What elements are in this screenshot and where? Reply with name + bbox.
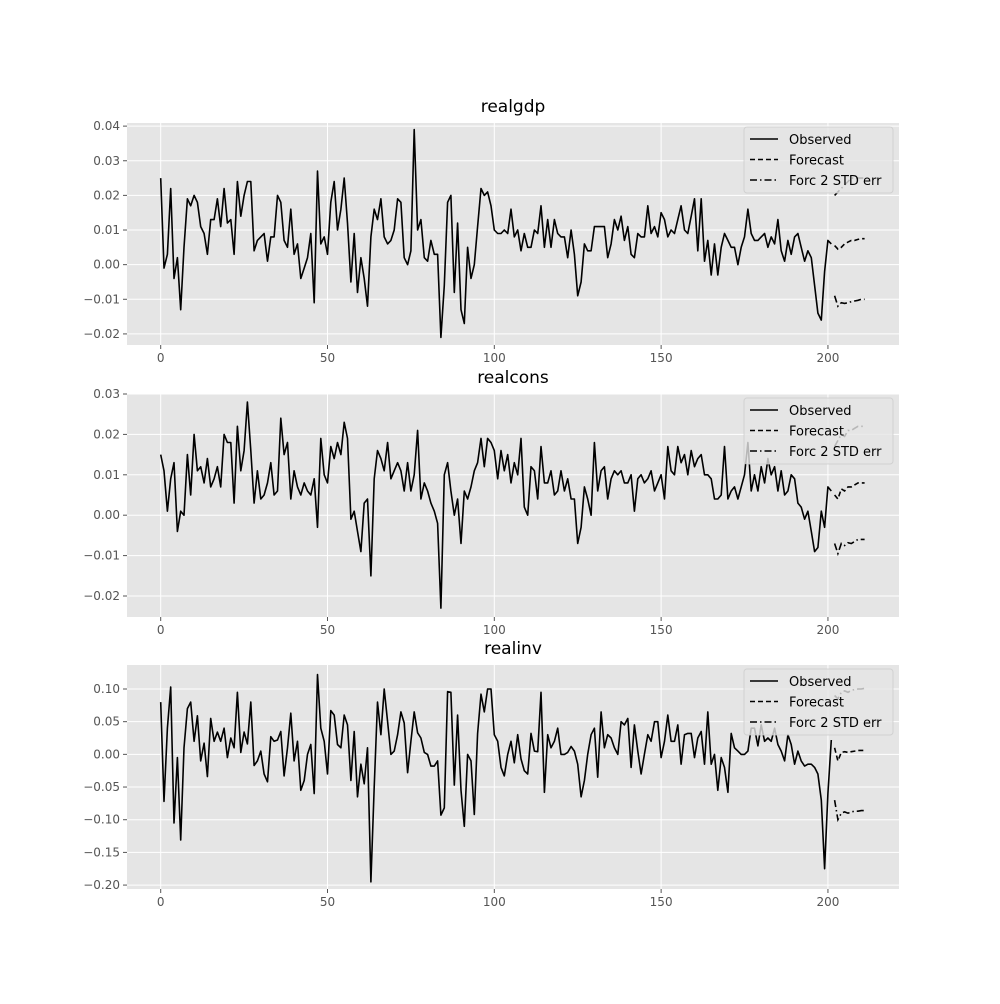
legend-observed-label: Observed (789, 133, 852, 148)
x-tick-label: 150 (650, 895, 673, 909)
x-tick-label: 0 (157, 351, 165, 365)
y-tick-label: 0.05 (93, 715, 120, 729)
x-tick-label: 100 (483, 351, 506, 365)
legend-box (743, 668, 894, 736)
legend-std-err-label: Forc 2 STD err (789, 174, 882, 189)
legend-forecast-label: Forecast (789, 696, 844, 711)
y-tick-label: 0.01 (93, 468, 120, 482)
x-tick-label: 0 (157, 895, 165, 909)
lower-2std-line (833, 295, 865, 308)
y-tick-label: −0.20 (83, 878, 120, 892)
x-tick-label: 100 (483, 623, 506, 637)
legend-box (743, 397, 894, 465)
y-tick-label: 0.00 (93, 258, 120, 272)
legend-std-err-label: Forc 2 STD err (789, 445, 882, 460)
y-tick-label: 0.10 (93, 682, 120, 696)
legend: Observed Forecast Forc 2 STD err (743, 668, 894, 736)
y-tick-label: −0.05 (83, 780, 120, 794)
forecast-line (833, 747, 865, 764)
y-tick-label: 0.00 (93, 508, 120, 522)
x-tick-label: 50 (320, 895, 335, 909)
x-tick-label: 100 (483, 895, 506, 909)
y-tick-label: 0.00 (93, 747, 120, 761)
y-tick-label: 0.03 (93, 387, 120, 401)
y-tick-label: 0.03 (93, 154, 120, 168)
y-tick-label: −0.02 (83, 589, 120, 603)
subplot-realinv: 0 50 100 150 200 −0.20 −0.15 −0.10 −0.05 0.00 0.05… (83, 639, 899, 909)
x-tick-label: 50 (320, 623, 335, 637)
legend: Observed Forecast Forc 2 STD err (743, 126, 894, 194)
x-tick-label: 50 (320, 351, 335, 365)
legend-forecast-label: Forecast (789, 154, 844, 169)
subplot-title: realgdp (481, 97, 546, 117)
legend-forecast-label: Forecast (789, 425, 844, 440)
subplot-realcons: 0 50 100 150 200 −0.02 −0.01 0.00 0.01 0.02 0.03 re… (83, 368, 899, 637)
x-tick-label: 150 (650, 623, 673, 637)
forecast-line (833, 482, 865, 501)
observed-line (159, 128, 832, 339)
observed-line (159, 673, 833, 883)
x-tick-label: 0 (157, 623, 165, 637)
y-tick-label: 0.04 (93, 119, 120, 133)
legend-observed-label: Observed (789, 675, 852, 690)
legend-observed-label: Observed (789, 404, 852, 419)
x-tick-label: 200 (816, 623, 839, 637)
x-tick-label: 200 (816, 895, 839, 909)
observed-line (159, 401, 832, 609)
y-tick-label: −0.10 (83, 813, 120, 827)
x-tick-label: 200 (816, 351, 839, 365)
subplot-title: realcons (477, 368, 549, 388)
y-tick-label: 0.02 (93, 188, 120, 202)
forecast-line (834, 237, 865, 251)
subplot-realgdp: 0 50 100 150 200 −0.02 −0.01 0.00 0.01 0.02 0.03 0.… (83, 97, 899, 365)
y-tick-label: −0.01 (83, 549, 120, 563)
y-tick-label: 0.01 (93, 223, 120, 237)
x-tick-label: 150 (650, 351, 673, 365)
y-tick-label: −0.15 (83, 845, 120, 859)
legend-box (743, 126, 894, 194)
lower-2std-line (833, 538, 865, 557)
legend: Observed Forecast Forc 2 STD err (743, 397, 894, 465)
legend-std-err-label: Forc 2 STD err (789, 716, 882, 731)
y-tick-label: 0.02 (93, 427, 120, 441)
y-tick-label: −0.01 (83, 292, 120, 306)
y-tick-label: −0.02 (83, 327, 120, 341)
subplot-title: realinv (484, 639, 542, 659)
lower-2std-line (833, 799, 865, 823)
